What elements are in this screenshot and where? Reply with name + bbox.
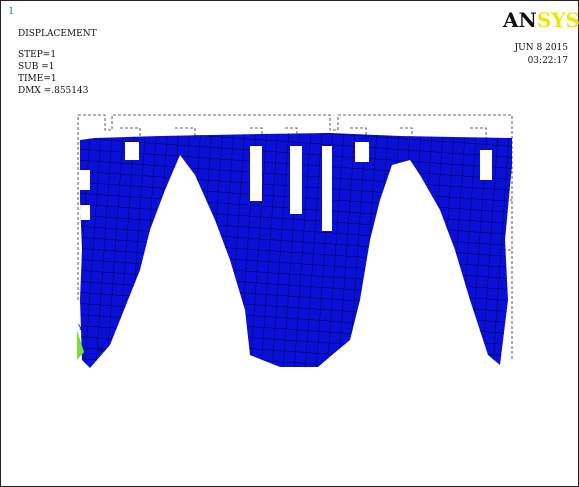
info-line: STEP=1 [18, 50, 56, 60]
window-number: 1 [8, 6, 14, 17]
triad-y: Y [77, 324, 83, 332]
info-line: SUB =1 [18, 62, 55, 72]
plot-label: DISPLACEMENT [18, 29, 97, 39]
time: 03:22:17 [528, 56, 569, 66]
ansys-window: Y X 1 DISPLACEMENT STEP=1 SUB =1 TIME=1 … [0, 0, 579, 487]
date: JUN 8 2015 [514, 43, 569, 53]
logo-an: AN [502, 8, 537, 32]
plot-area: Y X 1 DISPLACEMENT STEP=1 SUB =1 TIME=1 … [0, 0, 579, 487]
triad-x: X [98, 346, 103, 354]
logo-sys: SYS [537, 8, 579, 32]
info-line: TIME=1 [18, 74, 57, 84]
info-line: DMX =.855143 [18, 86, 89, 96]
logo: ANSYS [502, 8, 579, 32]
